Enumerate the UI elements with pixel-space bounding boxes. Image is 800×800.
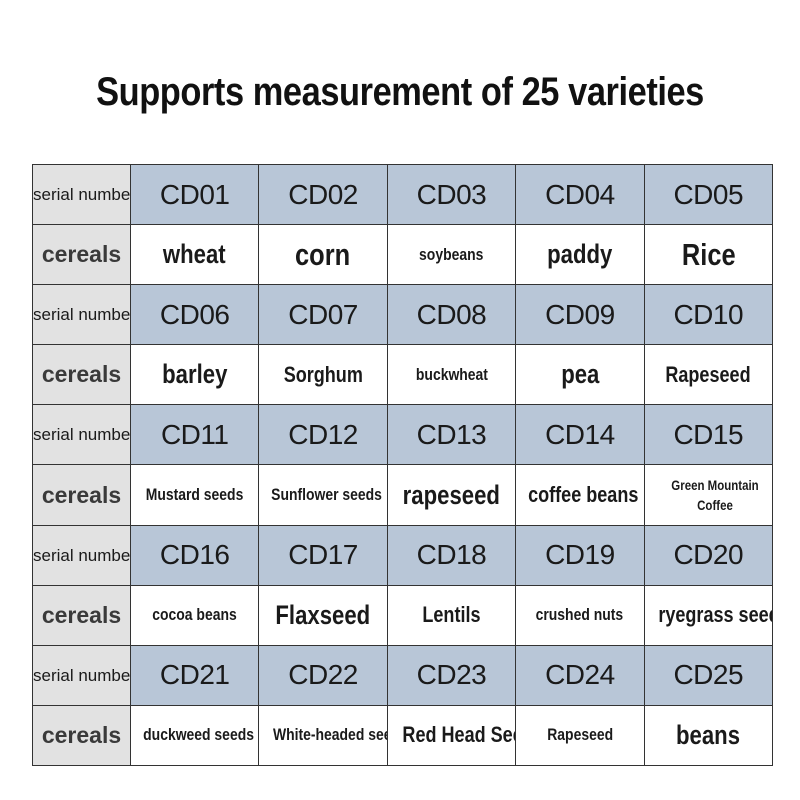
variety-name: buckwheat: [415, 364, 488, 384]
variety-name: Red Head Seed: [402, 722, 514, 748]
variety-name-cell: Sorghum: [258, 344, 388, 406]
variety-name-cell: Red Head Seed: [386, 704, 517, 767]
variety-name-cell: Rice: [643, 224, 773, 286]
code-cell: CD05: [643, 163, 773, 226]
code-cell: CD04: [515, 163, 645, 226]
cereal-row: cereals barley Sorghum buckwheat pea Rap…: [32, 344, 773, 406]
variety-name: rapeseed: [402, 479, 501, 510]
variety-name: pea: [560, 359, 599, 390]
variety-name: paddy: [547, 239, 613, 270]
cereal-row: cereals cocoa beans Flaxseed Lentils cru…: [32, 584, 773, 646]
serial-row: serial number CD11 CD12 CD13 CD14 CD15: [32, 404, 773, 466]
code-cell: CD14: [515, 404, 645, 466]
variety-name-cell: ryegrass seed: [643, 584, 773, 646]
code-cell: CD10: [643, 284, 773, 346]
code-cell: CD12: [258, 404, 388, 466]
code-cell: CD03: [386, 163, 517, 226]
code-cell: CD15: [643, 404, 773, 466]
code-cell: CD23: [386, 644, 517, 706]
cereals-label: cereals: [32, 704, 131, 767]
variety-name: Sunflower seeds: [271, 485, 383, 505]
variety-name-cell: soybeans: [386, 224, 517, 286]
variety-name-cell: barley: [129, 344, 260, 406]
variety-name: Rice: [681, 236, 736, 272]
code-cell: CD08: [386, 284, 517, 346]
variety-name: Green Mountain Coffee: [670, 477, 759, 514]
variety-name-cell: crushed nuts: [515, 584, 645, 646]
cereals-label: cereals: [32, 584, 131, 646]
code-cell: CD11: [129, 404, 260, 466]
variety-name: Mustard seeds: [145, 485, 244, 505]
code-cell: CD20: [643, 524, 773, 586]
variety-name: Lentils: [422, 602, 481, 628]
serial-row: serial number CD01 CD02 CD03 CD04 CD05: [32, 163, 773, 226]
cereals-label: cereals: [32, 464, 131, 526]
variety-name: ryegrass seed: [657, 602, 773, 628]
code-cell: CD25: [643, 644, 773, 706]
cereal-row: cereals Mustard seeds Sunflower seeds ra…: [32, 464, 773, 526]
code-cell: CD22: [258, 644, 388, 706]
variety-name: soybeans: [419, 244, 484, 264]
variety-name-cell: Rapeseed: [643, 344, 773, 406]
variety-name: wheat: [163, 239, 227, 270]
variety-name-cell: Rapeseed: [515, 704, 645, 767]
varieties-table: serial number CD01 CD02 CD03 CD04 CD05 c…: [32, 163, 773, 767]
variety-name-cell: duckweed seeds: [129, 704, 260, 767]
cereal-row: cereals duckweed seeds White-headed seed…: [32, 704, 773, 767]
variety-name: Flaxseed: [275, 599, 371, 630]
variety-name-cell: buckwheat: [386, 344, 517, 406]
variety-name-cell: beans: [643, 704, 773, 767]
serial-number-label: serial number: [32, 644, 131, 706]
variety-name: corn: [295, 236, 351, 272]
variety-name-cell: rapeseed: [386, 464, 517, 526]
cereals-label: cereals: [32, 344, 131, 406]
variety-name-cell: Flaxseed: [258, 584, 388, 646]
variety-name: coffee beans: [528, 482, 639, 508]
page-title: Supports measurement of 25 varieties: [96, 70, 704, 114]
variety-name-cell: coffee beans: [515, 464, 645, 526]
variety-name-cell: Mustard seeds: [129, 464, 260, 526]
code-cell: CD21: [129, 644, 260, 706]
variety-name-cell: Sunflower seeds: [258, 464, 388, 526]
code-cell: CD06: [129, 284, 260, 346]
variety-name-cell: corn: [258, 224, 388, 286]
variety-name: Rapeseed: [546, 725, 613, 745]
variety-name-cell: Green Mountain Coffee: [643, 464, 773, 526]
variety-name: White-headed seed: [273, 725, 386, 745]
variety-name: cocoa beans: [152, 605, 237, 625]
serial-row: serial number CD16 CD17 CD18 CD19 CD20: [32, 524, 773, 586]
code-cell: CD18: [386, 524, 517, 586]
code-cell: CD24: [515, 644, 645, 706]
variety-name-cell: White-headed seed: [258, 704, 388, 767]
variety-name: Sorghum: [283, 361, 363, 387]
serial-number-label: serial number: [32, 284, 131, 346]
variety-name: beans: [676, 719, 741, 750]
serial-row: serial number CD21 CD22 CD23 CD24 CD25: [32, 644, 773, 706]
code-cell: CD07: [258, 284, 388, 346]
variety-name: Rapeseed: [665, 361, 751, 387]
cereal-row: cereals wheat corn soybeans paddy Rice: [32, 224, 773, 286]
code-cell: CD13: [386, 404, 517, 466]
serial-number-label: serial number: [32, 524, 131, 586]
variety-name-cell: paddy: [515, 224, 645, 286]
code-cell: CD02: [258, 163, 388, 226]
serial-row: serial number CD06 CD07 CD08 CD09 CD10: [32, 284, 773, 346]
cereals-label: cereals: [32, 224, 131, 286]
code-cell: CD01: [129, 163, 260, 226]
variety-name: crushed nuts: [536, 605, 624, 625]
code-cell: CD16: [129, 524, 260, 586]
variety-name: barley: [162, 359, 228, 390]
variety-name-cell: cocoa beans: [129, 584, 260, 646]
serial-number-label: serial number: [32, 404, 131, 466]
variety-name-cell: wheat: [129, 224, 260, 286]
variety-name-cell: Lentils: [386, 584, 517, 646]
code-cell: CD19: [515, 524, 645, 586]
variety-name-cell: pea: [515, 344, 645, 406]
variety-name: duckweed seeds: [143, 725, 254, 745]
code-cell: CD17: [258, 524, 388, 586]
serial-number-label: serial number: [32, 163, 131, 226]
code-cell: CD09: [515, 284, 645, 346]
